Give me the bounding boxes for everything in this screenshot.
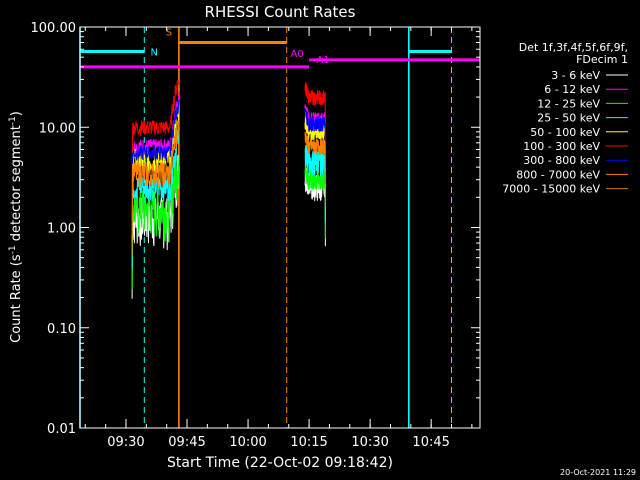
legend-label: 3 - 6 keV — [551, 69, 600, 82]
data-trace — [304, 108, 326, 184]
y-label-sup: -1 — [8, 245, 18, 254]
timestamp: 20-Oct-2021 11:29 — [560, 468, 636, 477]
chart-title: RHESSI Count Rates — [205, 3, 356, 21]
legend-label: 800 - 7000 keV — [516, 168, 600, 181]
flag-label: S — [166, 28, 172, 39]
y-label-part: ) — [9, 111, 24, 116]
y-tick-label: 100.00 — [31, 21, 77, 36]
data-trace — [304, 82, 326, 158]
x-tick-label: 09:30 — [107, 435, 144, 450]
legend-label: 6 - 12 keV — [544, 83, 600, 96]
x-tick-label: 10:00 — [229, 435, 266, 450]
flag-label: N — [151, 47, 158, 58]
x-tick-label: 10:15 — [290, 435, 327, 450]
legend-label: 50 - 100 keV — [530, 126, 600, 139]
legend-header: FDecim 1 — [576, 53, 628, 66]
flag-label: A0 — [290, 49, 303, 60]
y-tick-label: 1.00 — [47, 222, 76, 237]
y-label-sup: -1 — [8, 116, 18, 125]
legend-label: 12 - 25 keV — [537, 97, 600, 110]
data-trace — [131, 154, 180, 299]
flag-label: A1 — [316, 55, 329, 66]
legend-label: 7000 - 15000 keV — [502, 183, 600, 196]
axes: 0.01 0.10 1.00 10.00 100.00 09:30 09:45 10:00 10… — [31, 21, 480, 450]
data-trace — [131, 78, 180, 210]
legend-label: 25 - 50 keV — [537, 112, 600, 125]
y-label-part: Count Rate (s — [9, 254, 24, 343]
y-tick-label: 0.10 — [47, 322, 76, 337]
y-tick-label: 10.00 — [39, 121, 76, 136]
y-axis-label: Count Rate (s-1 detector segment-1) — [8, 111, 24, 343]
y-tick-label: 0.01 — [47, 422, 76, 437]
legend-label: 100 - 300 keV — [523, 140, 600, 153]
x-tick-label: 10:45 — [412, 435, 449, 450]
x-axis-label: Start Time (22-Oct-02 09:18:42) — [167, 455, 393, 471]
x-tick-label: 10:30 — [351, 435, 388, 450]
data-trace — [131, 120, 180, 256]
legend-label: 300 - 800 keV — [523, 154, 600, 167]
legend: Det 1f,3f,4f,5f,6f,9f, FDecim 1 3 - 6 ke… — [502, 41, 628, 196]
plot-content: NS A0 A1 — [79, 27, 480, 428]
y-label-part: detector segment — [9, 125, 24, 245]
data-trace — [304, 144, 326, 222]
data-trace — [131, 99, 180, 236]
data-trace — [304, 131, 326, 207]
legend-header: Det 1f,3f,4f,5f,6f,9f, — [519, 41, 628, 54]
x-tick-label: 09:45 — [168, 435, 205, 450]
